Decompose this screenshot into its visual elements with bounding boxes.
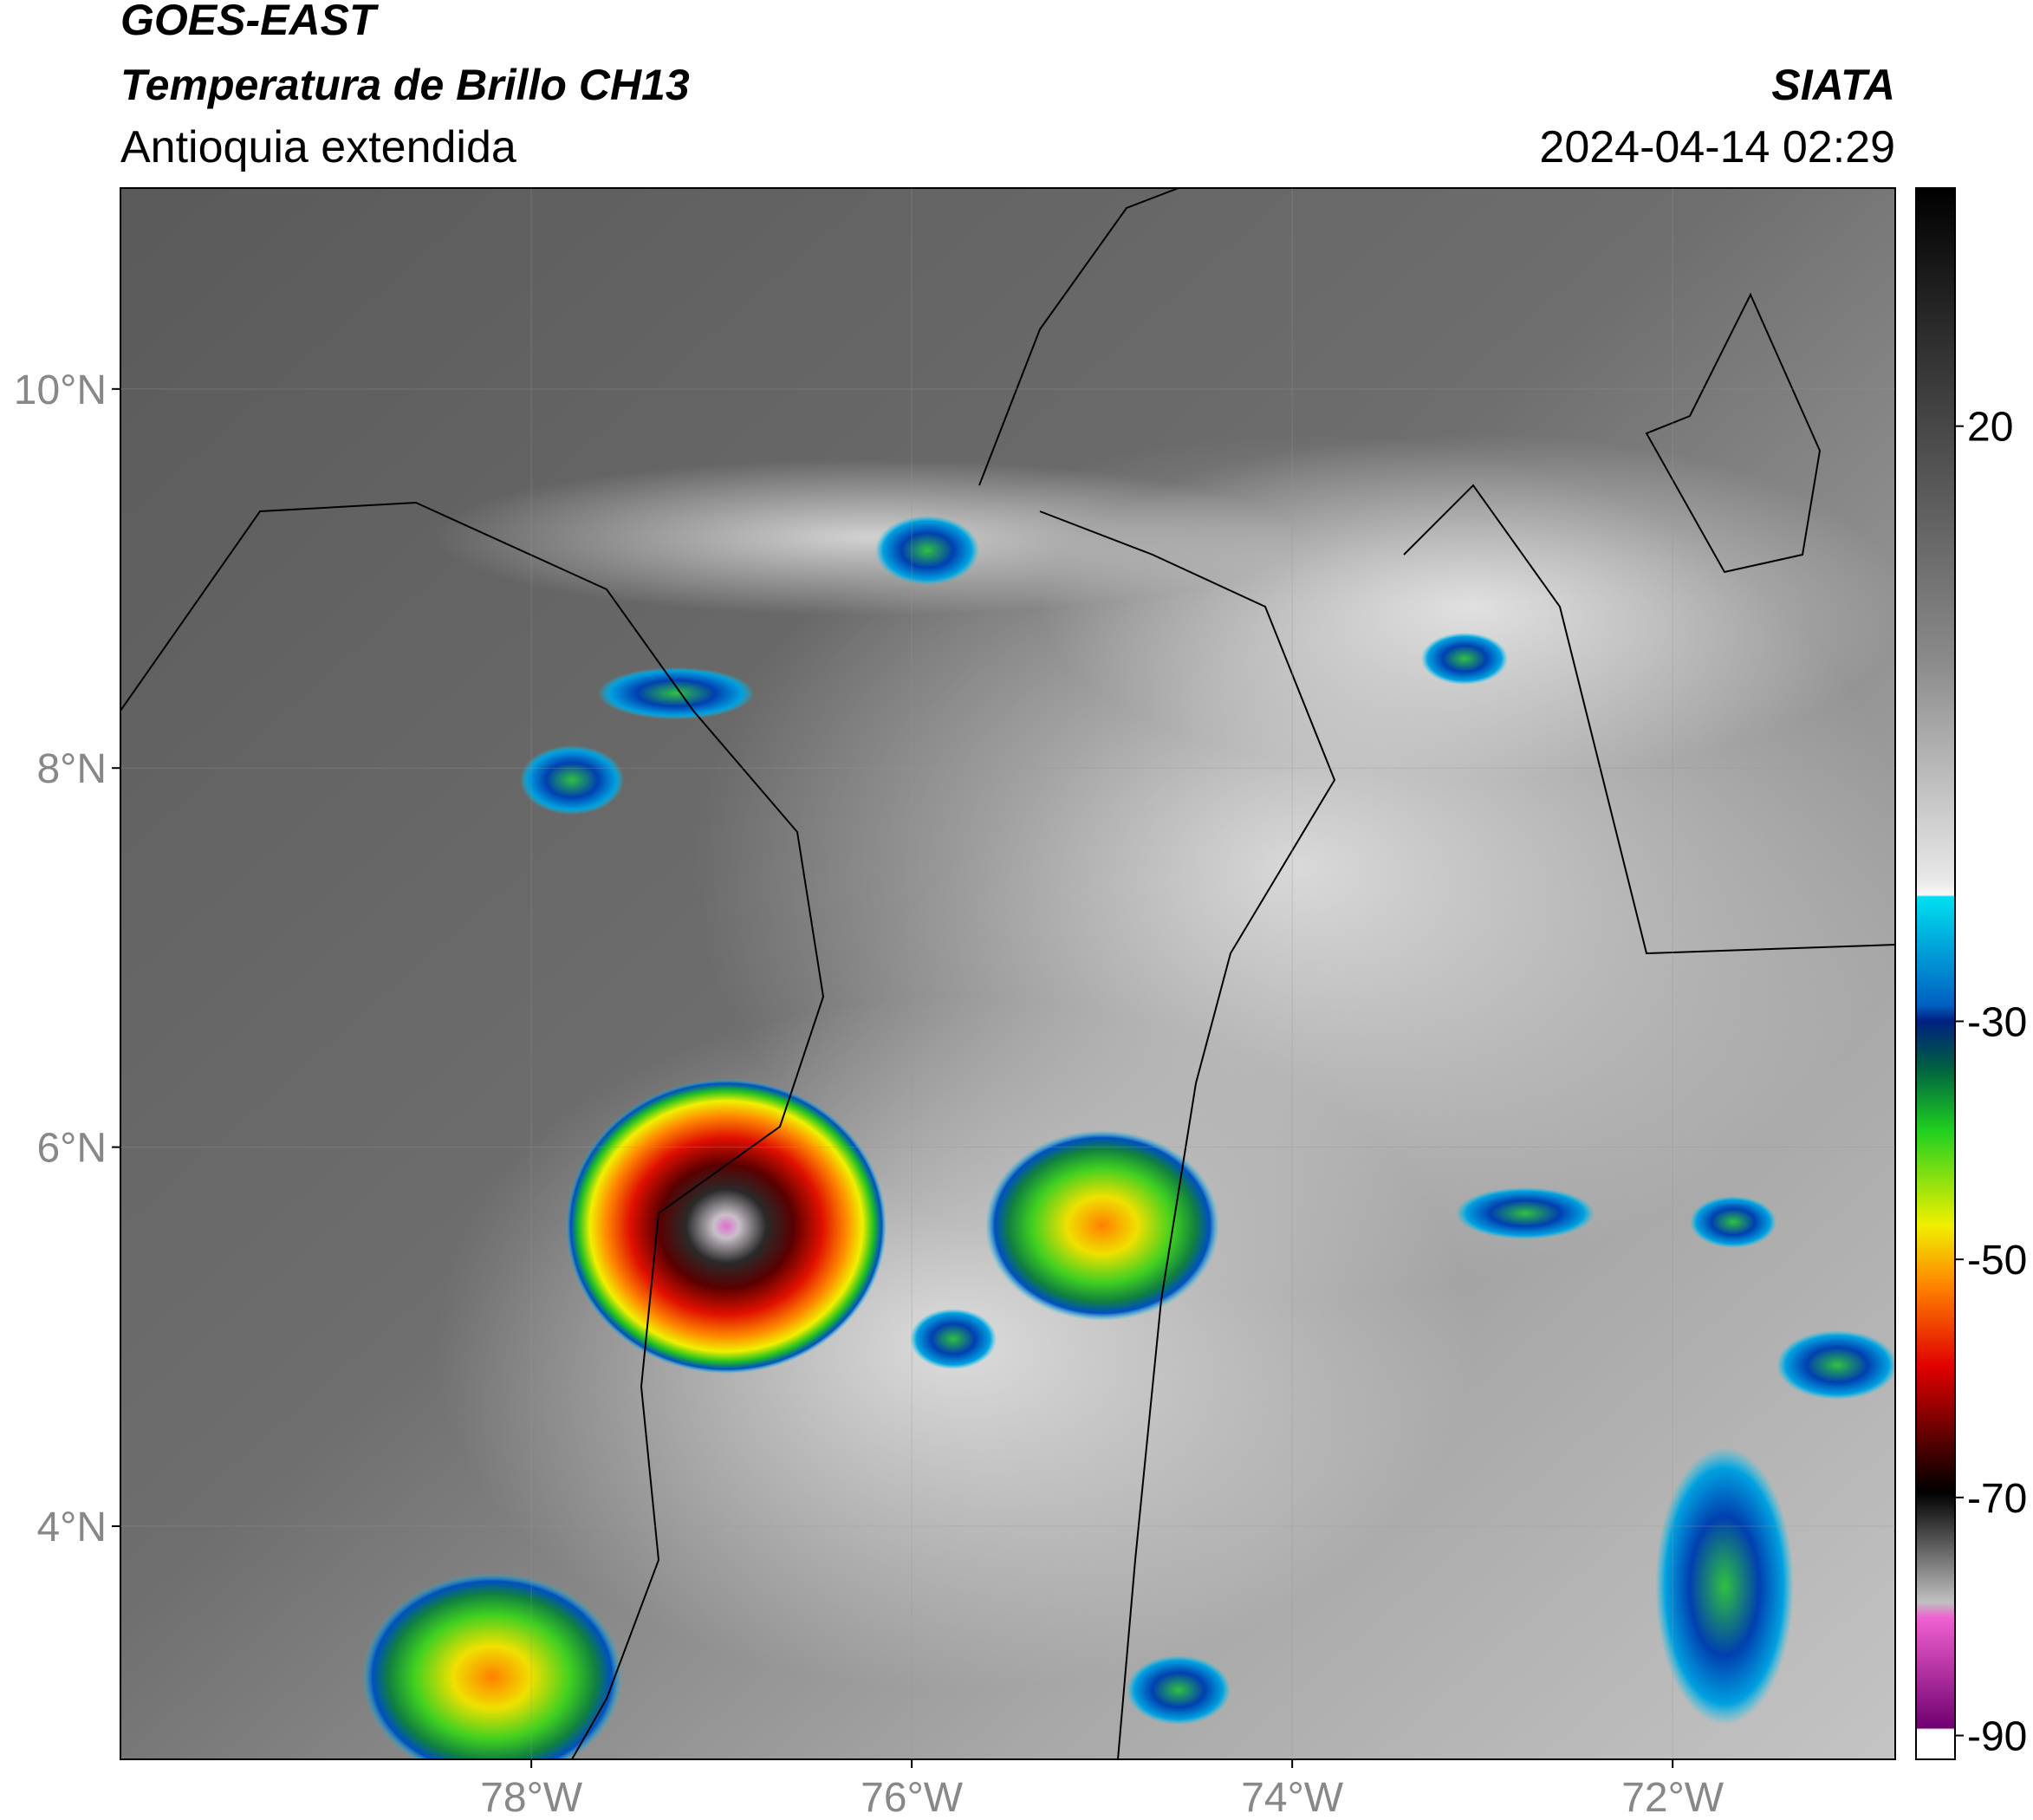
colorbar-tick-label: -50	[1967, 1238, 2027, 1284]
colorbar	[1915, 187, 1956, 1760]
map-image	[120, 188, 1895, 1759]
y-tick-label: 4°N	[36, 1505, 107, 1550]
datetime: 2024-04-14 02:29	[1539, 122, 1895, 172]
colorbar-tick-label: 20	[1967, 405, 2013, 451]
subtitle: Temperatura de Brillo CH13	[120, 61, 690, 109]
y-tick-label: 10°N	[14, 367, 107, 413]
colorbar-tick-label: -30	[1967, 999, 2027, 1045]
source: SIATA	[1771, 61, 1895, 109]
colorbar-tick-label: -90	[1967, 1714, 2027, 1760]
y-tick-label: 6°N	[36, 1126, 107, 1172]
x-tick-label: 74°W	[1241, 1775, 1344, 1820]
title: GOES-EAST	[120, 0, 380, 44]
x-tick-label: 78°W	[480, 1775, 583, 1820]
x-tick-label: 72°W	[1621, 1775, 1724, 1820]
colorbar-tick-label: -70	[1967, 1476, 2027, 1522]
y-tick-label: 8°N	[36, 746, 107, 792]
region: Antioquia extendida	[120, 122, 516, 172]
map-frame	[120, 187, 1896, 1760]
x-tick-label: 76°W	[861, 1775, 964, 1820]
